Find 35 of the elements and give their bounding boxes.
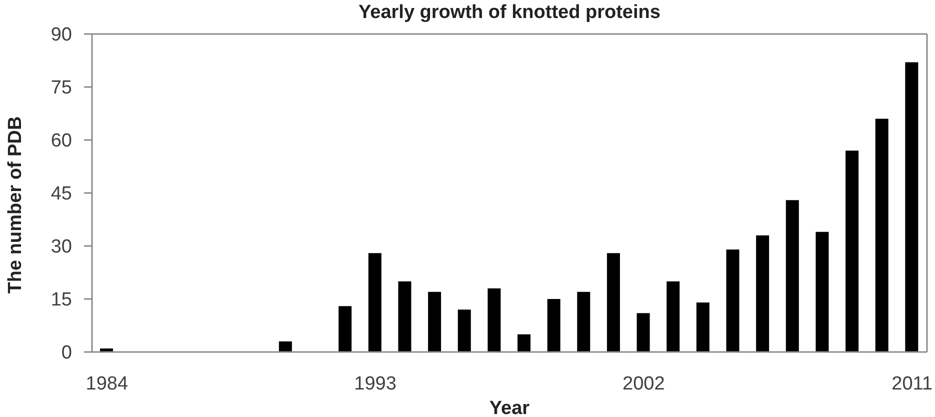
- bar: [428, 292, 442, 352]
- bar: [368, 253, 382, 352]
- bar: [846, 150, 859, 352]
- bar: [726, 250, 740, 352]
- bar: [488, 288, 501, 352]
- y-tick-label: 90: [50, 24, 72, 46]
- bar: [547, 299, 560, 352]
- y-tick-label: 0: [61, 342, 72, 364]
- bar: [756, 235, 770, 352]
- x-tick-label: 2011: [892, 373, 933, 394]
- y-tick-label: 60: [50, 130, 72, 152]
- bar: [905, 62, 918, 352]
- bar: [786, 200, 799, 352]
- y-tick-label: 30: [50, 236, 72, 258]
- bar: [338, 306, 352, 352]
- bar: [518, 334, 530, 352]
- bar: [577, 292, 590, 352]
- y-tick-label: 75: [50, 78, 72, 99]
- bar: [606, 253, 620, 352]
- y-axis-title: The number of PDB: [4, 116, 26, 294]
- x-tick-label: 2002: [622, 373, 665, 394]
- bar: [816, 232, 829, 352]
- x-tick-label: 1993: [354, 373, 396, 394]
- bar: [696, 302, 710, 352]
- y-tick-label: 45: [50, 184, 72, 205]
- bar: [636, 313, 650, 352]
- y-tick-label: 15: [50, 290, 72, 311]
- bar: [458, 310, 471, 352]
- bar: [666, 281, 680, 352]
- bar: [398, 281, 412, 352]
- chart-title: Yearly growth of knotted proteins: [358, 2, 662, 24]
- bar: [875, 118, 888, 352]
- x-tick-label: 1984: [86, 373, 128, 394]
- bar: [278, 341, 292, 352]
- x-axis-title: Year: [489, 398, 530, 417]
